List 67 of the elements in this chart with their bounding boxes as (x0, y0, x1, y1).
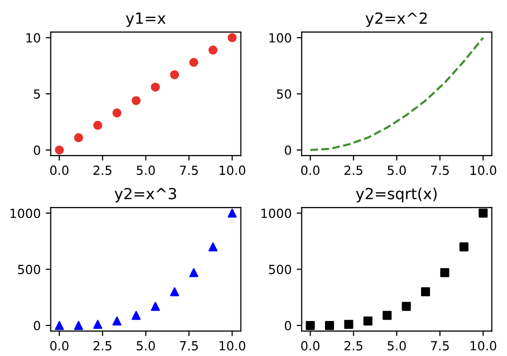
x-tick-label: 2.5 (94, 341, 112, 350)
point (228, 208, 237, 218)
point (208, 242, 218, 252)
chart-title: y1=x (126, 12, 166, 27)
point (459, 242, 468, 252)
point (363, 316, 372, 326)
point (421, 287, 430, 296)
point (170, 287, 180, 296)
line-series (309, 36, 484, 152)
x-tick-label: 7.5 (180, 341, 198, 350)
y-tick-label: 100 (269, 33, 292, 43)
point (93, 320, 102, 329)
y-tick-label: 5 (34, 89, 40, 99)
y-tick-label: 0 (284, 320, 292, 330)
x-tick-label: 0.0 (301, 166, 320, 176)
chart-title: y2=x^2 (366, 12, 427, 27)
point (74, 320, 84, 330)
point (325, 320, 334, 330)
x-tick-label: 10.0 (470, 166, 496, 176)
y-tick-label: 1000 (262, 208, 292, 218)
chart-title: y2=x^3 (114, 188, 176, 202)
y-tick-label: 0 (34, 145, 40, 155)
point (93, 120, 102, 130)
point (54, 145, 64, 154)
point (74, 133, 84, 142)
point (344, 320, 354, 329)
x-tick-label: 5.0 (388, 166, 406, 176)
x-tick-label: 7.5 (431, 166, 449, 176)
x-tick-label: 5.0 (136, 341, 155, 350)
y-tick-label: 10 (26, 33, 40, 43)
x-tick-label: 10.0 (220, 166, 246, 176)
x-tick-label: 5.0 (136, 166, 155, 176)
point (402, 302, 411, 311)
point (440, 268, 450, 278)
point (478, 208, 488, 218)
x-tick-label: 2.5 (344, 166, 362, 176)
point (150, 82, 160, 92)
y-tick-label: 500 (269, 264, 292, 274)
x-tick-label: 0.0 (50, 341, 68, 350)
x-tick-label: 2.5 (94, 166, 112, 176)
x-tick-label: 0.0 (50, 166, 68, 176)
y-tick-label: 500 (18, 264, 40, 274)
x-tick-label: 2.5 (344, 341, 362, 350)
point (208, 46, 218, 55)
y-tick-label: 50 (277, 89, 292, 99)
chart-title: y2=sqrt(x) (356, 188, 437, 202)
point (382, 310, 392, 320)
y-tick-label: 1000 (10, 208, 40, 218)
point (228, 33, 237, 42)
point (112, 316, 122, 326)
x-tick-label: 5.0 (388, 341, 406, 350)
point (170, 70, 180, 80)
x-tick-label: 7.5 (180, 166, 198, 176)
point (112, 108, 122, 118)
x-tick-label: 0.0 (301, 341, 320, 350)
x-tick-label: 10.0 (470, 341, 496, 350)
point (150, 302, 160, 311)
point (189, 268, 198, 278)
point (189, 58, 198, 67)
point (54, 320, 64, 330)
x-tick-label: 10.0 (220, 341, 246, 350)
point (306, 320, 315, 330)
point (132, 96, 141, 106)
y-tick-label: 0 (284, 145, 292, 155)
y-tick-label: 0 (34, 320, 40, 330)
point (132, 310, 141, 320)
x-tick-label: 7.5 (431, 341, 449, 350)
